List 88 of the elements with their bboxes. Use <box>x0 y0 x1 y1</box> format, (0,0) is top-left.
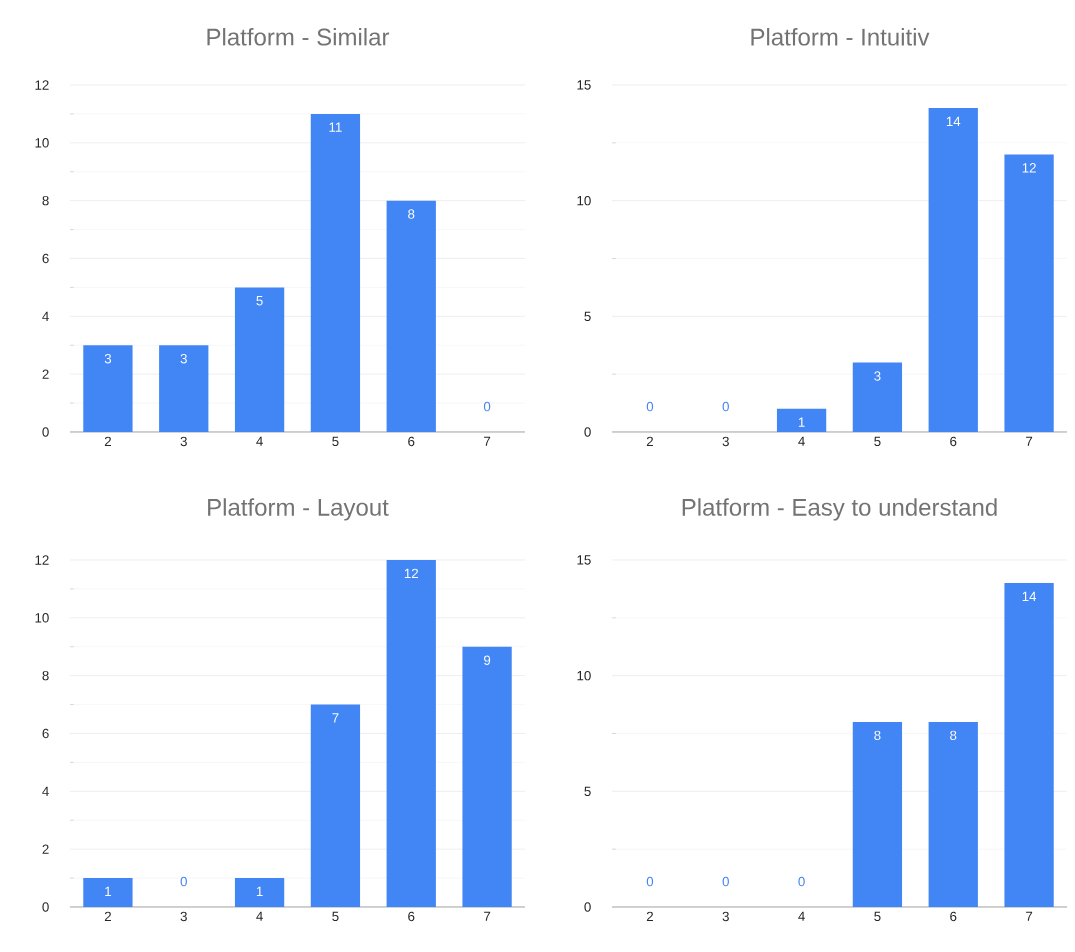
data-label: 0 <box>483 401 491 412</box>
x-tick-label: 5 <box>332 911 339 921</box>
y-tick-label: 12 <box>35 80 49 90</box>
bar <box>83 878 133 907</box>
data-label: 8 <box>950 730 957 741</box>
x-tick-label: 5 <box>332 436 339 446</box>
x-tick-label: 3 <box>722 436 729 447</box>
x-tick-label: 4 <box>798 436 805 446</box>
bar <box>310 704 361 907</box>
chart-title: Platform - Easy to understand <box>682 498 997 521</box>
bar <box>386 559 436 907</box>
y-tick-label: 10 <box>35 613 49 623</box>
data-label: 12 <box>1022 163 1036 173</box>
bar <box>234 878 285 907</box>
data-label: 12 <box>404 568 418 579</box>
bar <box>928 108 978 432</box>
y-tick-label: 6 <box>42 253 49 264</box>
data-label: 1 <box>105 886 111 896</box>
y-tick-label: 4 <box>42 311 49 321</box>
y-tick-label: 10 <box>577 670 591 681</box>
y-tick-label: 15 <box>577 555 591 565</box>
chart-title: Platform - Similar <box>207 27 390 46</box>
data-label: 0 <box>646 401 654 412</box>
x-tick-label: 7 <box>1026 911 1033 921</box>
data-label: 0 <box>722 876 729 887</box>
data-label: 14 <box>946 116 961 126</box>
y-tick-label: 15 <box>577 80 591 90</box>
x-tick-label: 2 <box>104 436 111 446</box>
x-tick-label: 2 <box>646 911 653 922</box>
x-tick-label: 6 <box>950 436 957 447</box>
y-tick-label: 4 <box>42 786 49 796</box>
data-label: 7 <box>332 713 339 723</box>
x-tick-label: 6 <box>408 436 415 447</box>
bar <box>234 287 285 432</box>
data-label: 0 <box>722 401 729 412</box>
bar <box>852 362 903 432</box>
y-tick-label: 10 <box>35 138 49 148</box>
x-tick-label: 4 <box>256 911 263 921</box>
y-tick-label: 2 <box>42 369 49 379</box>
x-tick-label: 3 <box>722 911 729 922</box>
data-label: 8 <box>408 209 415 219</box>
bar <box>159 345 209 432</box>
bar <box>83 345 133 432</box>
x-tick-label: 6 <box>408 911 415 922</box>
y-tick-label: 0 <box>42 902 49 912</box>
x-tick-label: 3 <box>180 911 187 922</box>
data-label: 9 <box>484 655 491 665</box>
y-tick-label: 12 <box>35 555 49 565</box>
data-label: 1 <box>798 417 805 427</box>
data-label: 5 <box>256 296 263 306</box>
y-tick-label: 8 <box>42 195 49 206</box>
data-label: 0 <box>798 876 805 887</box>
y-tick-label: 10 <box>577 195 591 206</box>
data-label: 3 <box>874 371 881 381</box>
data-label: 14 <box>1022 591 1037 601</box>
bar <box>310 113 361 432</box>
x-tick-label: 7 <box>484 436 491 446</box>
y-tick-label: 5 <box>584 311 591 321</box>
x-tick-label: 7 <box>1026 436 1033 446</box>
x-tick-label: 6 <box>950 911 957 922</box>
y-tick-label: 0 <box>42 427 49 437</box>
bar <box>1004 154 1054 432</box>
x-tick-label: 3 <box>180 436 187 447</box>
y-tick-label: 0 <box>584 427 591 437</box>
data-label: 3 <box>104 353 112 364</box>
data-label: 0 <box>646 876 654 887</box>
y-tick-label: 0 <box>584 902 591 912</box>
y-tick-label: 8 <box>42 670 49 681</box>
x-tick-label: 2 <box>104 911 111 922</box>
data-label: 1 <box>256 886 263 896</box>
x-tick-label: 4 <box>798 911 805 921</box>
data-label: 11 <box>329 122 342 132</box>
y-tick-label: 5 <box>584 786 591 796</box>
y-tick-label: 6 <box>42 728 49 739</box>
x-tick-label: 5 <box>874 911 881 921</box>
chart-title: Platform - Layout <box>208 498 389 521</box>
data-label: 0 <box>180 876 187 887</box>
bar <box>776 408 827 432</box>
bar <box>462 646 512 907</box>
chart-title: Platform - Intuitiv <box>751 27 930 46</box>
x-tick-label: 7 <box>484 911 491 921</box>
x-tick-label: 5 <box>874 436 881 446</box>
data-label: 8 <box>874 730 881 741</box>
data-label: 3 <box>180 353 187 364</box>
x-tick-label: 4 <box>256 436 263 446</box>
x-tick-label: 2 <box>646 436 653 446</box>
y-tick-label: 2 <box>42 844 49 854</box>
bar <box>386 200 436 432</box>
